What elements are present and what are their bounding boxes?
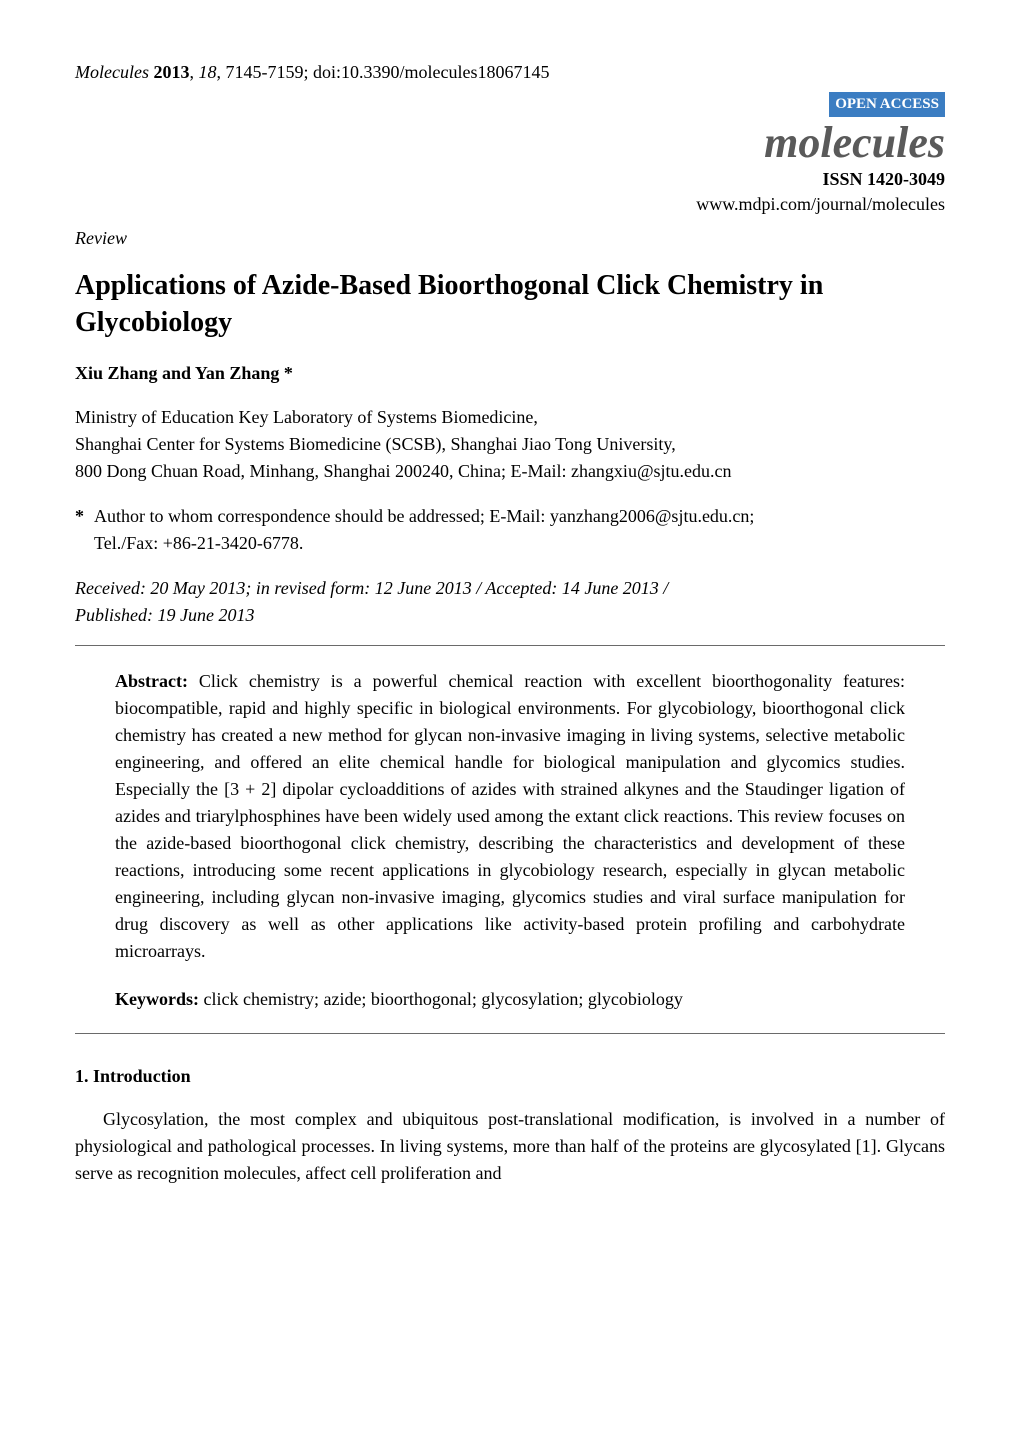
keywords-label: Keywords: (115, 989, 199, 1009)
affiliation-line: Shanghai Center for Systems Biomedicine … (75, 431, 945, 458)
issn-line: ISSN 1420-3049 (75, 167, 945, 191)
abstract-label: Abstract: (115, 671, 188, 691)
article-dates: Received: 20 May 2013; in revised form: … (75, 575, 945, 629)
separator-line (75, 1033, 945, 1034)
journal-url: www.mdpi.com/journal/molecules (75, 192, 945, 216)
separator-line (75, 645, 945, 646)
affiliation: Ministry of Education Key Laboratory of … (75, 404, 945, 485)
article-type: Review (75, 226, 945, 250)
journal-name: Molecules (75, 62, 149, 82)
corresponding-star: * (75, 503, 84, 557)
journal-logo: molecules (75, 121, 945, 165)
header-rest: , 18, 7145-7159; doi:10.3390/molecules18… (189, 62, 549, 82)
corresponding-text: Author to whom correspondence should be … (94, 503, 754, 557)
intro-paragraph: Glycosylation, the most complex and ubiq… (75, 1106, 945, 1187)
running-header: Molecules 2013, 18, 7145-7159; doi:10.33… (75, 60, 945, 84)
section-heading-intro: 1. Introduction (75, 1064, 945, 1088)
keywords: Keywords: click chemistry; azide; bioort… (115, 987, 905, 1011)
abstract-text: Abstract: Click chemistry is a powerful … (115, 668, 905, 965)
affiliation-line: Ministry of Education Key Laboratory of … (75, 404, 945, 431)
affiliation-line: 800 Dong Chuan Road, Minhang, Shanghai 2… (75, 458, 945, 485)
keywords-body: click chemistry; azide; bioorthogonal; g… (199, 989, 683, 1009)
article-title: Applications of Azide-Based Bioorthogona… (75, 268, 945, 341)
abstract-body: Click chemistry is a powerful chemical r… (115, 671, 905, 961)
journal-year: 2013 (153, 62, 189, 82)
open-access-badge: OPEN ACCESS (829, 92, 945, 116)
journal-brand-block: OPEN ACCESS molecules ISSN 1420-3049 www… (75, 90, 945, 216)
corresponding-author: * Author to whom correspondence should b… (75, 503, 945, 557)
abstract-block: Abstract: Click chemistry is a powerful … (115, 668, 905, 1011)
authors: Xiu Zhang and Yan Zhang * (75, 361, 945, 385)
